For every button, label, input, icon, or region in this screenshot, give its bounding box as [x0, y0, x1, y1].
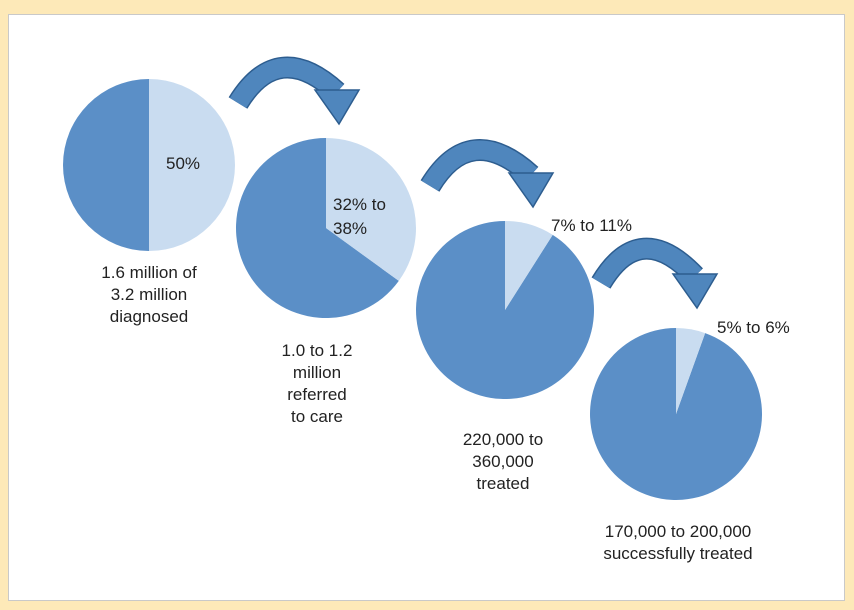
- pie-2-percent-label: 32% to 38%: [333, 193, 386, 241]
- flow-arrow-3: [591, 237, 719, 310]
- pie-2-percent-label-line: 38%: [333, 219, 368, 238]
- pie-3: [416, 220, 595, 400]
- pie-1-percent-label: 50%: [166, 154, 201, 173]
- pie-4-caption-line: successfully treated: [603, 544, 753, 563]
- pie-1-caption-line: 1.6 million of: [101, 263, 197, 282]
- pie-4-highlight-slice: [676, 327, 706, 414]
- pie-2-main-slice: [235, 138, 399, 319]
- pie-3-caption-line: 220,000 to: [462, 430, 544, 449]
- pie-1-caption-line: diagnosed: [109, 307, 189, 326]
- flow-arrow-1: [228, 56, 361, 126]
- pie-1-main-slice: [63, 79, 149, 251]
- flow-arrow-2: [420, 139, 555, 209]
- pie-4-caption: 170,000 to 200,000 successfully treated: [578, 521, 778, 565]
- pie-4-caption-line: 170,000 to 200,000: [604, 522, 752, 541]
- pie-2-percent-label-line: 32% to: [333, 195, 386, 214]
- pie-4: [590, 327, 763, 500]
- pie-3-main-slice: [416, 221, 595, 400]
- pie-3-caption-line: 360,000: [472, 452, 534, 471]
- pie-2-caption-line: referred: [287, 385, 347, 404]
- pie-2-caption-line: million: [292, 363, 342, 382]
- pie-4-main-slice: [590, 328, 763, 500]
- pie-2: [235, 138, 416, 319]
- pie-3-percent-label: 7% to 11%: [551, 216, 632, 235]
- pie-2-caption-line: 1.0 to 1.2: [281, 341, 353, 360]
- pie-2-caption-line: to care: [291, 407, 343, 426]
- pie-3-highlight-slice: [505, 220, 553, 310]
- pie-3-caption: 220,000 to 360,000 treated: [438, 429, 568, 495]
- pie-1-caption: 1.6 million of 3.2 million diagnosed: [74, 262, 224, 328]
- pie-1-caption-line: 3.2 million: [110, 285, 188, 304]
- pie-1-highlight-slice: [149, 79, 235, 251]
- pie-2-caption: 1.0 to 1.2 million referred to care: [262, 340, 372, 428]
- pie-1: [63, 79, 235, 251]
- pie-3-caption-line: treated: [476, 474, 530, 493]
- pie-4-percent-label: 5% to 6%: [717, 318, 790, 337]
- pie-2-highlight-slice: [326, 138, 416, 281]
